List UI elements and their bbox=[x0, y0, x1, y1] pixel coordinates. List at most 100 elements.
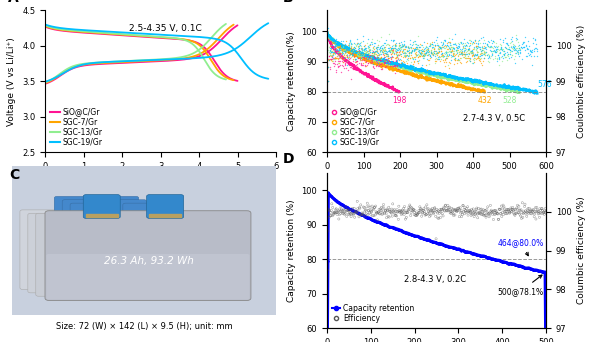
Y-axis label: Voltage (V vs Li/Li⁺): Voltage (V vs Li/Li⁺) bbox=[7, 37, 16, 126]
Point bbox=[342, 53, 352, 58]
Text: B: B bbox=[283, 0, 294, 5]
Point bbox=[496, 49, 505, 55]
Point bbox=[463, 53, 473, 59]
Point bbox=[456, 55, 466, 61]
Point bbox=[404, 207, 413, 213]
Point bbox=[488, 211, 497, 217]
Point bbox=[510, 50, 520, 56]
FancyBboxPatch shape bbox=[28, 213, 178, 293]
Point bbox=[366, 55, 376, 61]
Point bbox=[422, 53, 431, 58]
Point bbox=[394, 203, 404, 209]
Point bbox=[338, 47, 348, 53]
Point bbox=[399, 51, 409, 56]
Point bbox=[473, 44, 483, 49]
Point bbox=[361, 55, 370, 61]
Point bbox=[324, 49, 334, 55]
Point bbox=[436, 45, 445, 51]
Point bbox=[447, 206, 457, 211]
Point bbox=[343, 67, 353, 73]
Point bbox=[428, 52, 438, 58]
Point bbox=[350, 51, 360, 56]
Point bbox=[336, 54, 346, 60]
Point bbox=[371, 49, 380, 54]
Point bbox=[335, 45, 344, 51]
Point bbox=[509, 207, 519, 212]
Point bbox=[389, 64, 399, 69]
Point bbox=[343, 48, 353, 53]
Point bbox=[352, 53, 362, 59]
Point bbox=[432, 35, 442, 40]
Point bbox=[515, 50, 525, 55]
Y-axis label: Capacity retention (%): Capacity retention (%) bbox=[287, 199, 296, 302]
Point bbox=[457, 214, 466, 220]
Point bbox=[485, 203, 495, 208]
Point bbox=[345, 52, 355, 57]
Point bbox=[457, 39, 466, 44]
Point bbox=[393, 56, 403, 61]
Point bbox=[364, 44, 374, 50]
Point bbox=[340, 42, 349, 48]
Point bbox=[358, 49, 367, 54]
Point bbox=[484, 210, 493, 216]
Point bbox=[371, 56, 380, 62]
Point bbox=[439, 205, 449, 210]
Point bbox=[508, 205, 518, 210]
Point bbox=[353, 206, 362, 211]
Point bbox=[524, 209, 534, 214]
Point bbox=[373, 50, 383, 55]
Point bbox=[334, 54, 343, 59]
Point bbox=[369, 44, 379, 49]
Point bbox=[412, 47, 422, 52]
Point bbox=[360, 46, 370, 52]
Point bbox=[328, 49, 337, 54]
Point bbox=[473, 41, 482, 46]
Point bbox=[395, 209, 405, 215]
Point bbox=[373, 44, 382, 50]
Point bbox=[340, 62, 350, 67]
Point bbox=[433, 50, 443, 55]
Point bbox=[437, 42, 447, 48]
Point bbox=[365, 46, 375, 51]
Point bbox=[493, 47, 503, 52]
Point bbox=[527, 53, 536, 59]
Point bbox=[332, 44, 341, 50]
Point bbox=[356, 40, 366, 45]
Point bbox=[404, 49, 414, 55]
Point bbox=[344, 42, 354, 48]
Bar bbox=[86, 214, 118, 217]
Point bbox=[323, 64, 333, 70]
Point bbox=[539, 209, 548, 215]
Point bbox=[412, 211, 421, 216]
Point bbox=[334, 216, 344, 222]
Point bbox=[357, 46, 367, 52]
Point bbox=[537, 206, 547, 211]
Point bbox=[489, 40, 499, 45]
Point bbox=[485, 44, 495, 49]
Point bbox=[445, 210, 455, 215]
Point bbox=[325, 47, 334, 53]
Point bbox=[510, 213, 520, 218]
Point bbox=[417, 42, 427, 48]
Point bbox=[328, 42, 337, 48]
Point bbox=[487, 51, 496, 56]
Point bbox=[407, 208, 417, 214]
Point bbox=[380, 59, 390, 65]
Point bbox=[495, 46, 505, 52]
Point bbox=[466, 209, 475, 215]
Point bbox=[355, 206, 365, 211]
Point bbox=[535, 206, 545, 211]
Point bbox=[338, 210, 347, 216]
Point bbox=[463, 46, 473, 51]
Point bbox=[355, 205, 364, 210]
Point bbox=[342, 46, 352, 52]
Point bbox=[405, 202, 415, 208]
Point bbox=[473, 53, 483, 58]
Point bbox=[514, 39, 523, 44]
Point bbox=[392, 49, 402, 55]
Point bbox=[421, 47, 431, 53]
Point bbox=[364, 44, 373, 50]
Point bbox=[430, 45, 439, 51]
Point bbox=[533, 209, 542, 214]
Point bbox=[377, 50, 387, 55]
